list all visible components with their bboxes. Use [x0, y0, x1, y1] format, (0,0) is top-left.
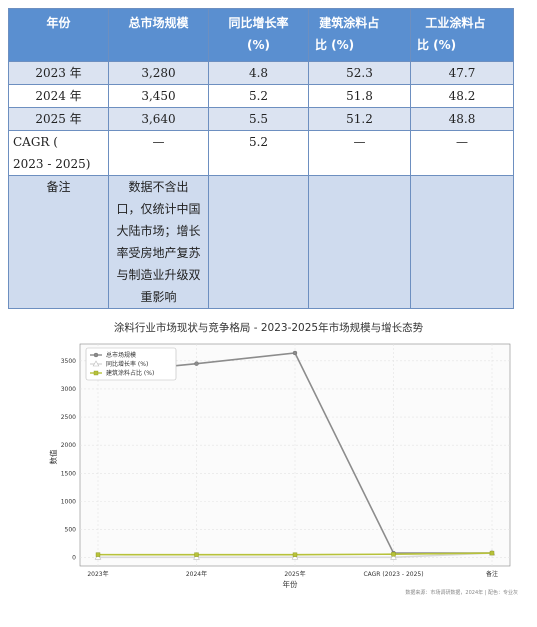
cell-size: 3,280 — [108, 61, 209, 85]
y-axis-label: 数值 — [48, 449, 58, 464]
table-row-cagr: CAGR (2023 - 2025) — 5.2 — — — [8, 130, 514, 176]
legend-label: 同比增长率 (%) — [106, 360, 148, 368]
cell-empty — [308, 175, 411, 309]
header-growth-rate: 同比增长率 (%) — [208, 8, 309, 62]
header-arch-share: 建筑涂料占比 (%) — [308, 8, 411, 62]
data-point — [194, 552, 199, 557]
y-tick-label: 2000 — [61, 442, 76, 449]
cell-year: 2025 年 — [8, 107, 109, 131]
table-row-note: 备注 数据不含出 口，仅统计中国 大陆市场；增长 率受房地产复苏 与制造业升级双… — [8, 175, 514, 309]
cell-size: 3,450 — [108, 84, 209, 108]
cell-growth: 4.8 — [208, 61, 309, 85]
grid — [80, 344, 510, 566]
data-point — [391, 551, 396, 557]
cell-size: 3,640 — [108, 107, 209, 131]
cell-year: 2023 年 — [8, 61, 109, 85]
data-point — [93, 370, 99, 376]
data-point — [194, 361, 199, 366]
data-point — [95, 552, 101, 557]
cell-ind: — — [410, 130, 514, 176]
x-axis-label: 年份 — [283, 579, 298, 589]
header-ind-share: 工业涂料占比 (%) — [410, 8, 514, 62]
cell-note-text: 数据不含出 口，仅统计中国 大陆市场；增长 率受房地产复苏 与制造业升级双 重影… — [108, 175, 209, 309]
header-market-size: 总市场规模 — [108, 8, 209, 62]
legend-box — [85, 347, 177, 381]
chart-title: 涂料行业市场现状与竞争格局 - 2023-2025年市场规模与增长态势 — [113, 322, 424, 334]
header-year: 年份 — [8, 8, 109, 62]
cell-empty — [208, 175, 309, 309]
cell-cagr-label: CAGR (2023 - 2025) — [8, 130, 109, 176]
source-note: 数据来源：市场调研数据，2024年 | 配色：专业灰 — [405, 589, 518, 596]
data-point — [93, 352, 99, 358]
data-point — [390, 553, 397, 560]
y-tick-label: 2500 — [61, 414, 76, 421]
x-tick-label: 2024年 — [186, 570, 207, 578]
legend-label: 总市场规模 — [106, 351, 136, 359]
cell-ind: 47.7 — [410, 61, 514, 85]
x-tick-label: 2025年 — [284, 570, 305, 578]
x-tick-label: 2023年 — [87, 570, 108, 578]
y-tick-label: 1000 — [61, 498, 76, 505]
ticks: 0 500 1000 1500 2000 2500 3000 3500 2023年 2024年 20… — [61, 358, 498, 578]
cell-ind: 48.2 — [410, 84, 514, 108]
cell-growth: 5.5 — [208, 107, 309, 131]
cell-year: 2024 年 — [8, 84, 109, 108]
cell-ind: 48.8 — [410, 107, 514, 131]
cell-note-label: 备注 — [8, 175, 109, 309]
table-row: 2023 年 3,280 4.8 52.3 47.7 — [8, 61, 514, 85]
legend-label: 建筑涂料占比 (%) — [106, 369, 154, 377]
market-data-table: 年份 总市场规模 同比增长率 (%) 建筑涂料占比 (%) 工业涂料占比 (%) … — [8, 8, 514, 309]
cell-growth: 5.2 — [208, 84, 309, 108]
y-tick-label: 0 — [72, 555, 76, 562]
cell-size: — — [108, 130, 209, 176]
x-tick-label: 备注 — [486, 570, 498, 578]
cell-arch: 51.8 — [308, 84, 411, 108]
y-tick-label: 500 — [65, 526, 77, 533]
cell-empty — [410, 175, 514, 309]
cell-growth: 5.2 — [208, 130, 309, 176]
data-point — [292, 552, 298, 557]
x-tick-label: CAGR (2023 - 2025) — [363, 571, 423, 578]
y-tick-label: 3500 — [61, 358, 76, 365]
y-tick-label: 3000 — [61, 386, 76, 393]
y-tick-label: 1500 — [61, 470, 76, 477]
cell-arch: 51.2 — [308, 107, 411, 131]
table-row: 2024 年 3,450 5.2 51.8 48.2 — [8, 84, 514, 108]
line-chart: 0 500 1000 1500 2000 2500 3000 3500 2023年 2024年 20… — [48, 343, 518, 596]
table-row: 2025 年 3,640 5.5 51.2 48.8 — [8, 107, 514, 131]
table-header-row: 年份 总市场规模 同比增长率 (%) 建筑涂料占比 (%) 工业涂料占比 (%) — [8, 8, 514, 62]
cell-arch: — — [308, 130, 411, 176]
data-point — [92, 360, 100, 367]
cell-arch: 52.3 — [308, 61, 411, 85]
data-point — [292, 350, 298, 356]
data-point — [489, 550, 495, 556]
